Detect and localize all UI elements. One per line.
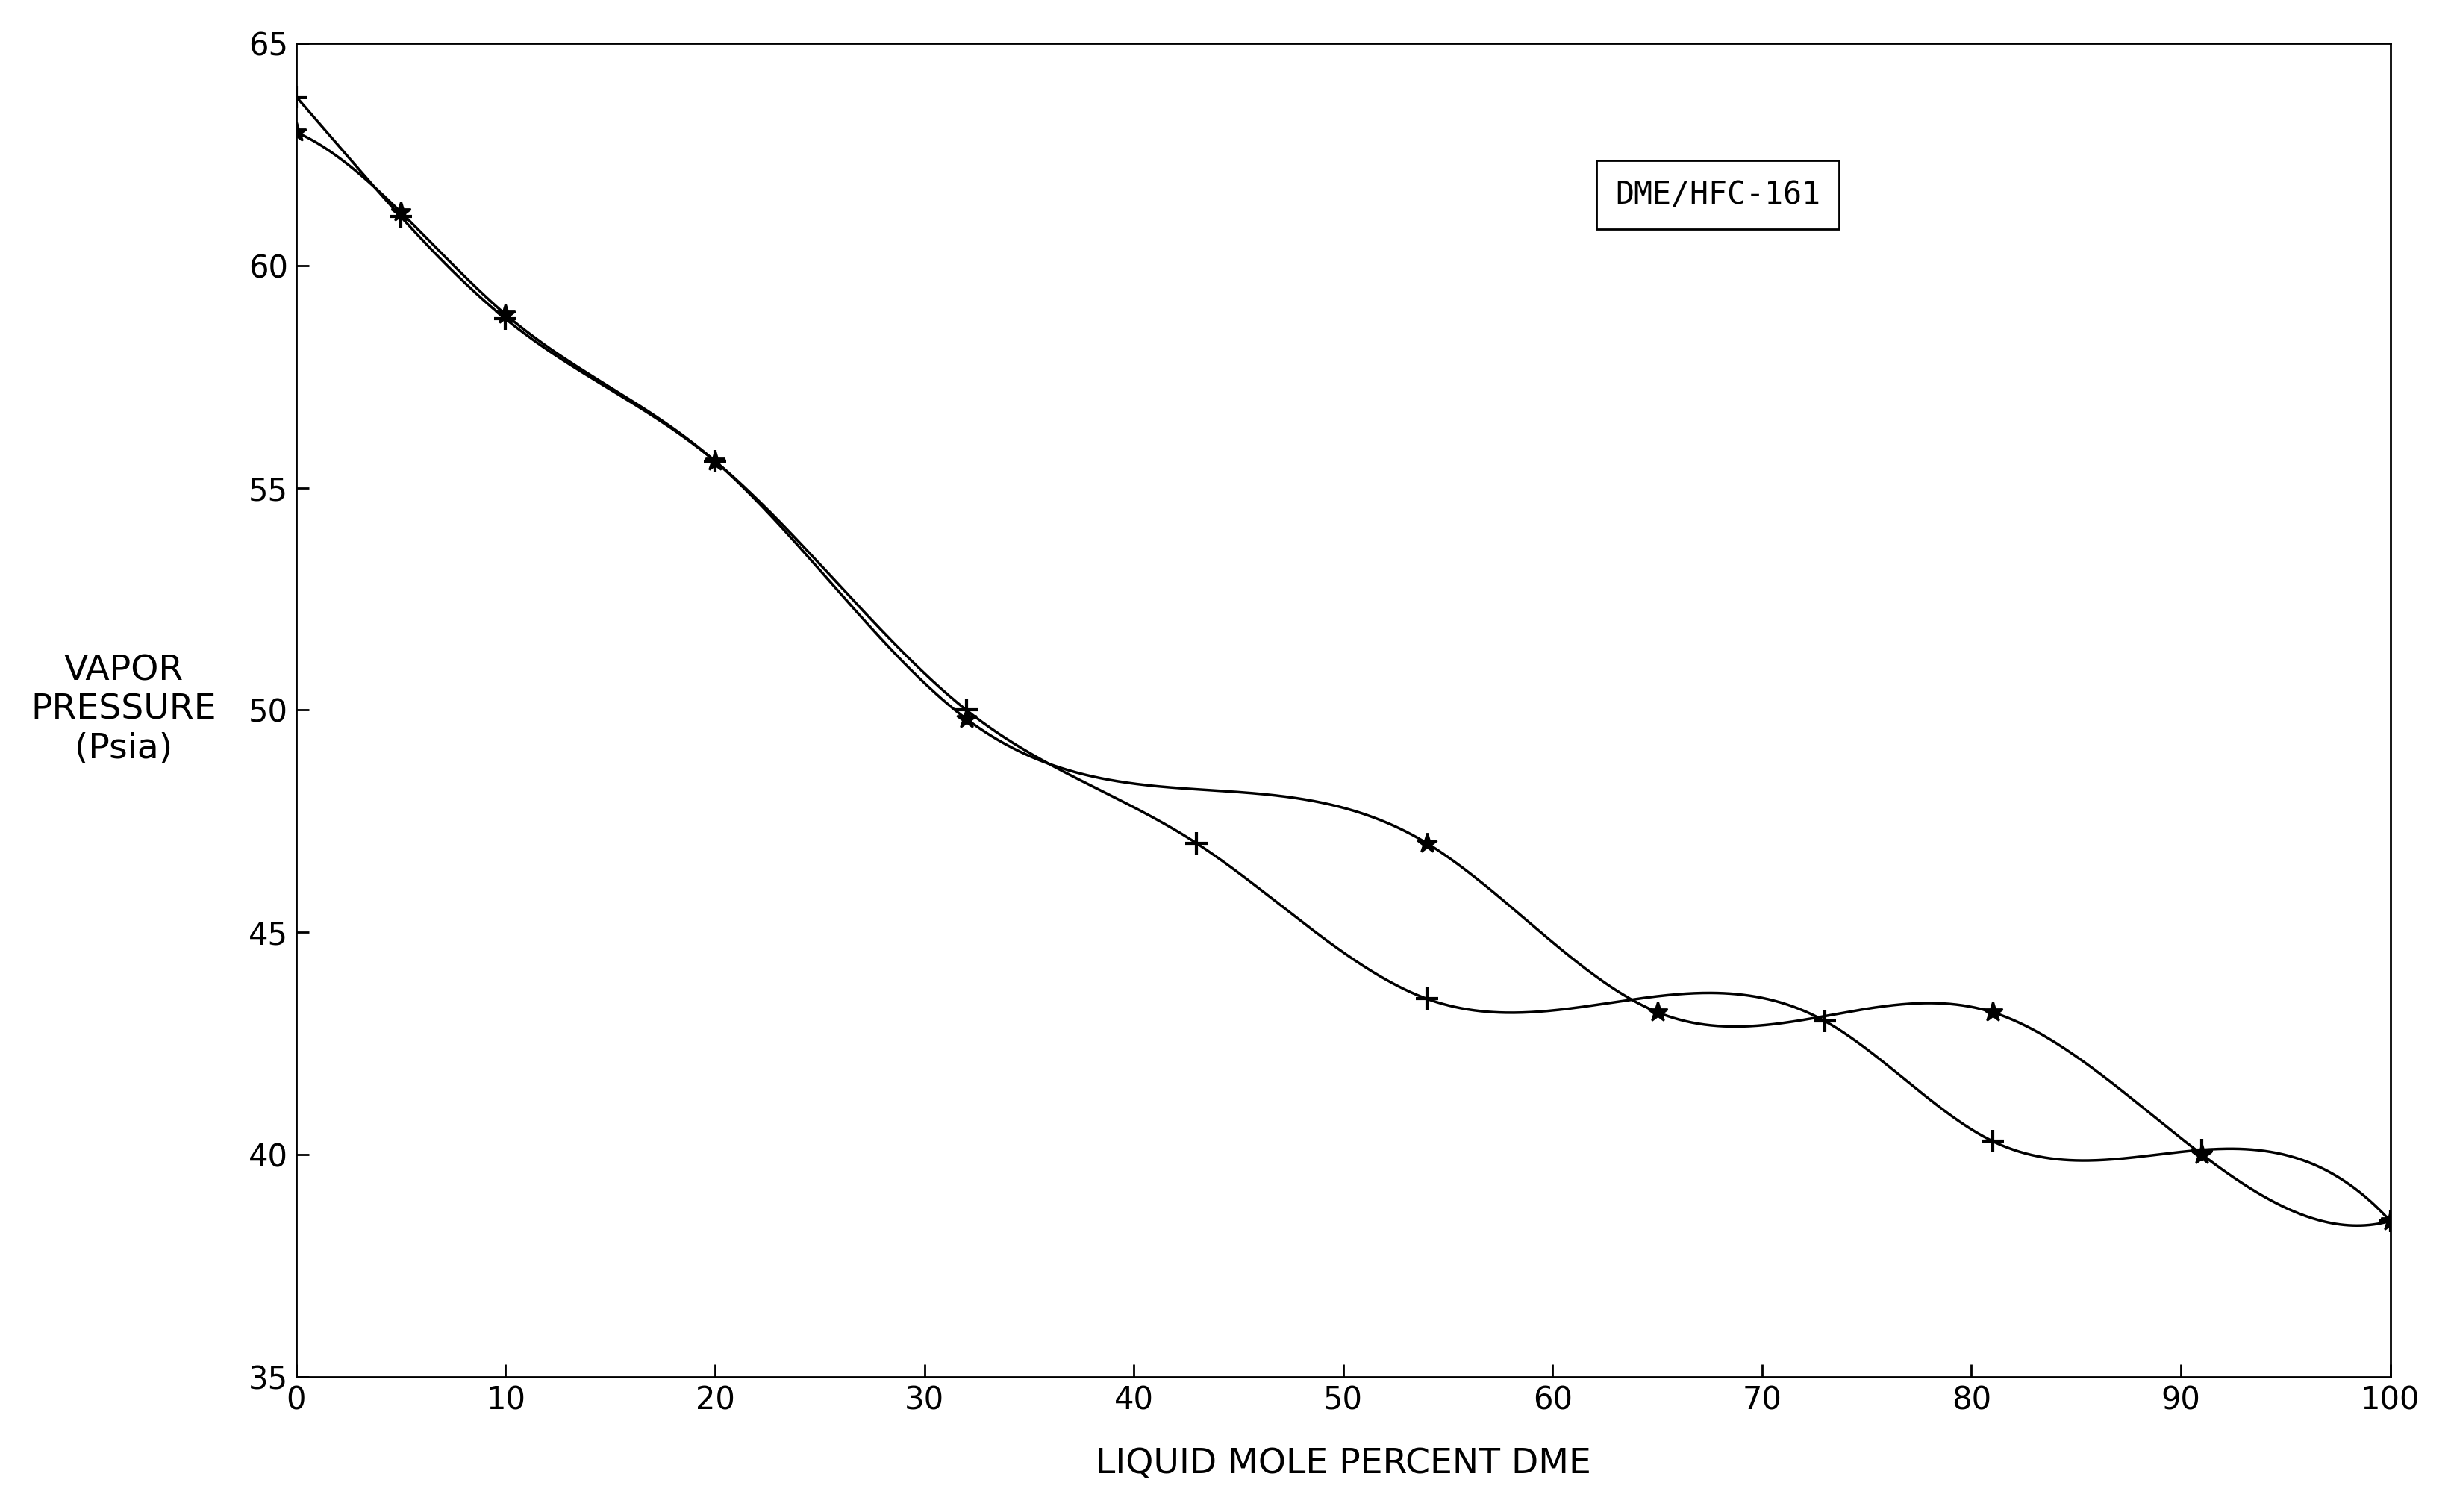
Y-axis label: VAPOR
PRESSURE
(Psia): VAPOR PRESSURE (Psia) <box>32 655 216 765</box>
Text: DME/HFC-161: DME/HFC-161 <box>1615 178 1821 210</box>
X-axis label: LIQUID MOLE PERCENT DME: LIQUID MOLE PERCENT DME <box>1096 1447 1591 1480</box>
